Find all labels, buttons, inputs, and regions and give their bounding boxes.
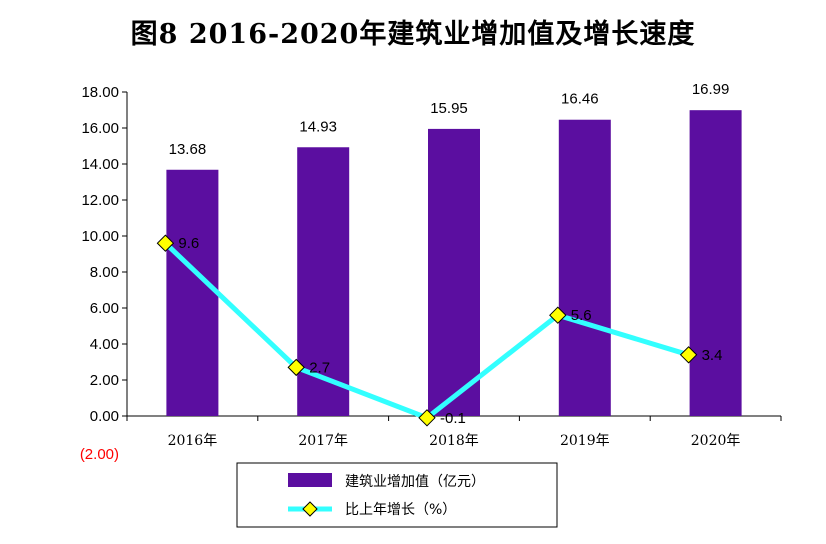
y-tick-label: 2.00 bbox=[90, 372, 119, 389]
bar bbox=[689, 110, 742, 417]
y-tick-label: 16.00 bbox=[81, 120, 119, 137]
line-point bbox=[156, 234, 175, 252]
legend-bar-swatch bbox=[288, 473, 332, 487]
line-point bbox=[287, 358, 305, 377]
legend-marker bbox=[302, 501, 318, 517]
bar-value-label: 16.46 bbox=[561, 91, 599, 108]
y-tick-label: 6.00 bbox=[90, 300, 119, 317]
bar bbox=[166, 169, 219, 416]
x-tick-label: 2018年 bbox=[429, 433, 479, 449]
y-tick-label: 4.00 bbox=[90, 336, 119, 353]
y-tick-label: 14.00 bbox=[81, 156, 119, 173]
line-value-label: -0.1 bbox=[440, 410, 466, 427]
x-tick-label: 2019年 bbox=[560, 433, 610, 449]
line-value-label: 9.6 bbox=[178, 235, 199, 252]
bar-value-label: 14.93 bbox=[299, 118, 337, 135]
x-tick-label: 2020年 bbox=[691, 433, 741, 449]
line-value-label: 3.4 bbox=[702, 347, 723, 364]
y-tick-label: (2.00) bbox=[80, 446, 119, 463]
y-tick-label: 18.00 bbox=[81, 84, 119, 101]
legend-label-bars: 建筑业增加值（亿元） bbox=[345, 474, 485, 490]
line-value-label: 2.7 bbox=[309, 359, 330, 376]
bar bbox=[428, 128, 480, 416]
bar-value-label: 13.68 bbox=[169, 141, 207, 158]
y-tick-label: 10.00 bbox=[81, 228, 119, 245]
legend: 建筑业增加值（亿元） 比上年增长（%） bbox=[236, 462, 558, 528]
line-point bbox=[418, 409, 436, 427]
chart-title: 图8 2016-2020年建筑业增加值及增长速度 bbox=[130, 19, 696, 50]
legend-label-line: 比上年增长（%） bbox=[345, 502, 456, 518]
bar-value-label: 16.99 bbox=[692, 81, 730, 98]
y-tick-label: 0.00 bbox=[90, 408, 119, 425]
bar-value-label: 15.95 bbox=[430, 100, 468, 117]
x-tick-label: 2017年 bbox=[298, 433, 348, 449]
x-tick-label: 2016年 bbox=[168, 433, 218, 449]
line-point bbox=[679, 346, 698, 364]
bar bbox=[558, 119, 611, 416]
line-value-label: 5.6 bbox=[571, 307, 592, 324]
y-tick-label: 12.00 bbox=[81, 192, 119, 209]
y-tick-label: 8.00 bbox=[90, 264, 119, 281]
line-point bbox=[549, 306, 567, 324]
